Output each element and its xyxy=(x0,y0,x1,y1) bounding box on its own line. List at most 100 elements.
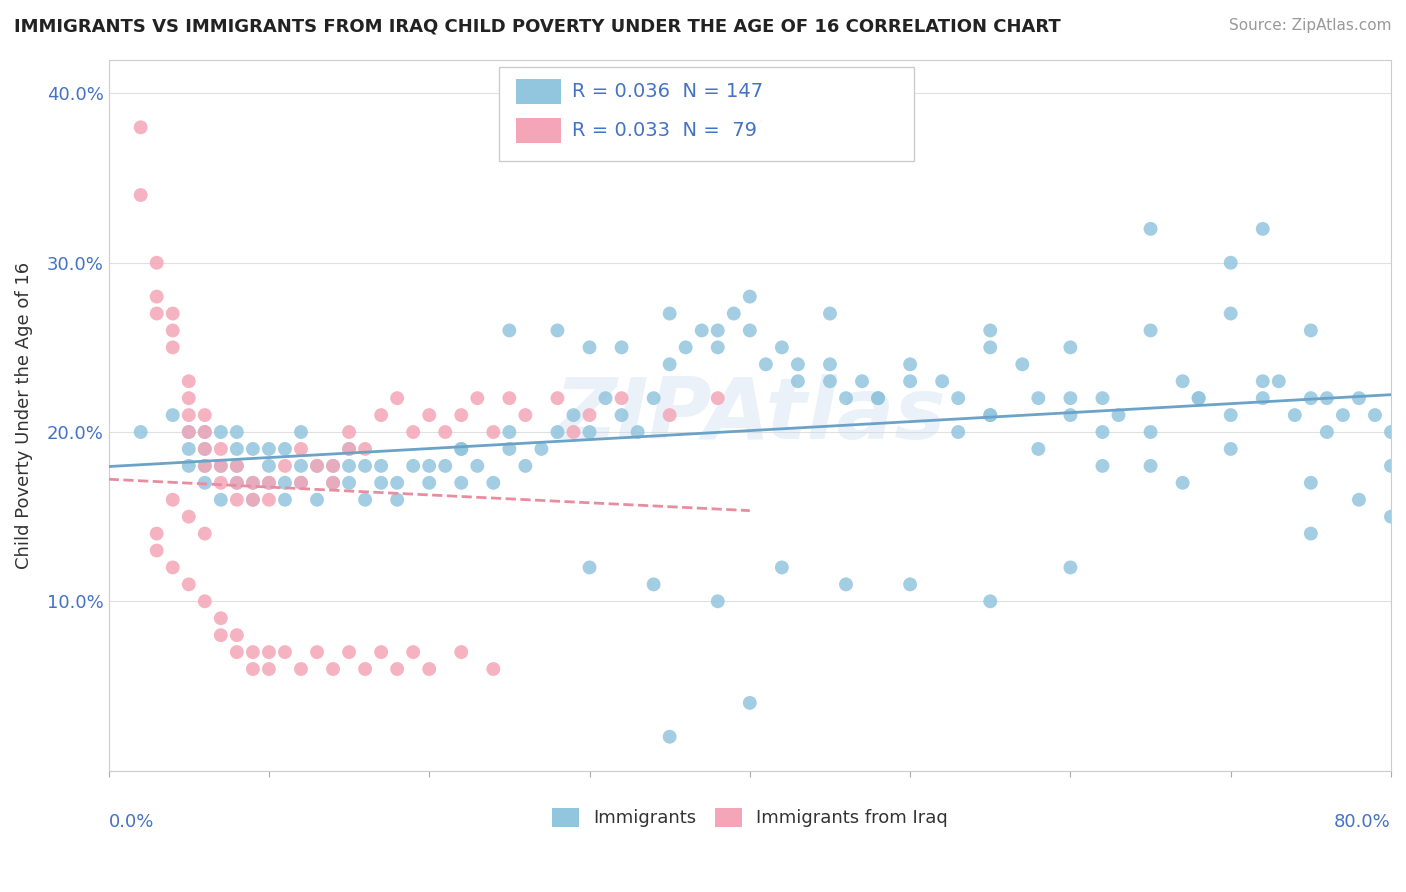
Point xyxy=(322,475,344,490)
Point xyxy=(1219,408,1241,422)
Point xyxy=(337,442,360,456)
Point xyxy=(385,662,408,676)
Point xyxy=(434,458,457,473)
Point xyxy=(162,323,184,337)
Point xyxy=(690,323,713,337)
Point xyxy=(354,458,377,473)
Point xyxy=(242,475,264,490)
Point xyxy=(706,323,728,337)
Point xyxy=(450,408,472,422)
Point xyxy=(337,475,360,490)
Point xyxy=(706,340,728,354)
Point xyxy=(1219,306,1241,320)
Point xyxy=(225,492,247,507)
Point xyxy=(1299,391,1322,405)
Point xyxy=(546,425,568,439)
Point xyxy=(418,475,440,490)
Point xyxy=(129,120,152,135)
Point xyxy=(658,408,681,422)
Point xyxy=(337,442,360,456)
Point xyxy=(818,374,841,388)
Point xyxy=(322,458,344,473)
Point xyxy=(1171,374,1194,388)
Point xyxy=(209,442,232,456)
Point xyxy=(194,526,217,541)
Point xyxy=(145,306,167,320)
Point xyxy=(1299,323,1322,337)
Point xyxy=(1348,492,1371,507)
Point xyxy=(1379,458,1402,473)
Point xyxy=(643,577,665,591)
Point xyxy=(274,645,297,659)
Point xyxy=(209,458,232,473)
Point xyxy=(177,425,200,439)
Point xyxy=(1364,408,1386,422)
Point xyxy=(177,509,200,524)
Point xyxy=(706,594,728,608)
Point xyxy=(242,475,264,490)
Point xyxy=(1028,442,1050,456)
Point xyxy=(738,696,761,710)
Point xyxy=(1059,391,1081,405)
Point xyxy=(770,560,793,574)
Point xyxy=(482,662,505,676)
Point xyxy=(643,391,665,405)
Point xyxy=(562,408,585,422)
Point xyxy=(225,425,247,439)
Point xyxy=(1379,425,1402,439)
Point xyxy=(578,340,600,354)
Point xyxy=(482,475,505,490)
Text: R = 0.033  N =  79: R = 0.033 N = 79 xyxy=(572,120,758,140)
Point xyxy=(1091,425,1114,439)
Point xyxy=(129,425,152,439)
Point xyxy=(274,458,297,473)
Point xyxy=(948,425,970,439)
Point xyxy=(755,357,778,371)
Point xyxy=(225,645,247,659)
Point xyxy=(595,391,617,405)
Point xyxy=(1299,526,1322,541)
Point xyxy=(257,458,280,473)
Point xyxy=(898,577,921,591)
Point xyxy=(1139,425,1161,439)
Point xyxy=(786,374,808,388)
Point xyxy=(370,645,392,659)
Point xyxy=(868,391,890,405)
Point xyxy=(450,645,472,659)
Point xyxy=(257,492,280,507)
Point xyxy=(145,290,167,304)
Point xyxy=(194,458,217,473)
Point xyxy=(225,475,247,490)
Point xyxy=(1139,323,1161,337)
Point xyxy=(1091,458,1114,473)
Point xyxy=(162,340,184,354)
Point xyxy=(322,458,344,473)
Point xyxy=(948,391,970,405)
Point xyxy=(242,492,264,507)
Point xyxy=(1284,408,1306,422)
Point xyxy=(225,628,247,642)
Point xyxy=(194,408,217,422)
Point xyxy=(1059,560,1081,574)
Point xyxy=(337,425,360,439)
Point xyxy=(354,662,377,676)
Point xyxy=(354,492,377,507)
Point xyxy=(450,475,472,490)
Point xyxy=(194,594,217,608)
Point xyxy=(562,425,585,439)
Point xyxy=(898,374,921,388)
Point xyxy=(290,475,312,490)
Point xyxy=(578,425,600,439)
Point xyxy=(465,391,488,405)
Point xyxy=(979,408,1001,422)
Text: R = 0.036  N = 147: R = 0.036 N = 147 xyxy=(572,82,763,102)
Point xyxy=(194,442,217,456)
Point xyxy=(162,408,184,422)
Point xyxy=(818,357,841,371)
Point xyxy=(610,391,633,405)
Point xyxy=(242,442,264,456)
Point xyxy=(385,492,408,507)
Point xyxy=(1331,408,1354,422)
Point xyxy=(1171,475,1194,490)
Point xyxy=(818,306,841,320)
